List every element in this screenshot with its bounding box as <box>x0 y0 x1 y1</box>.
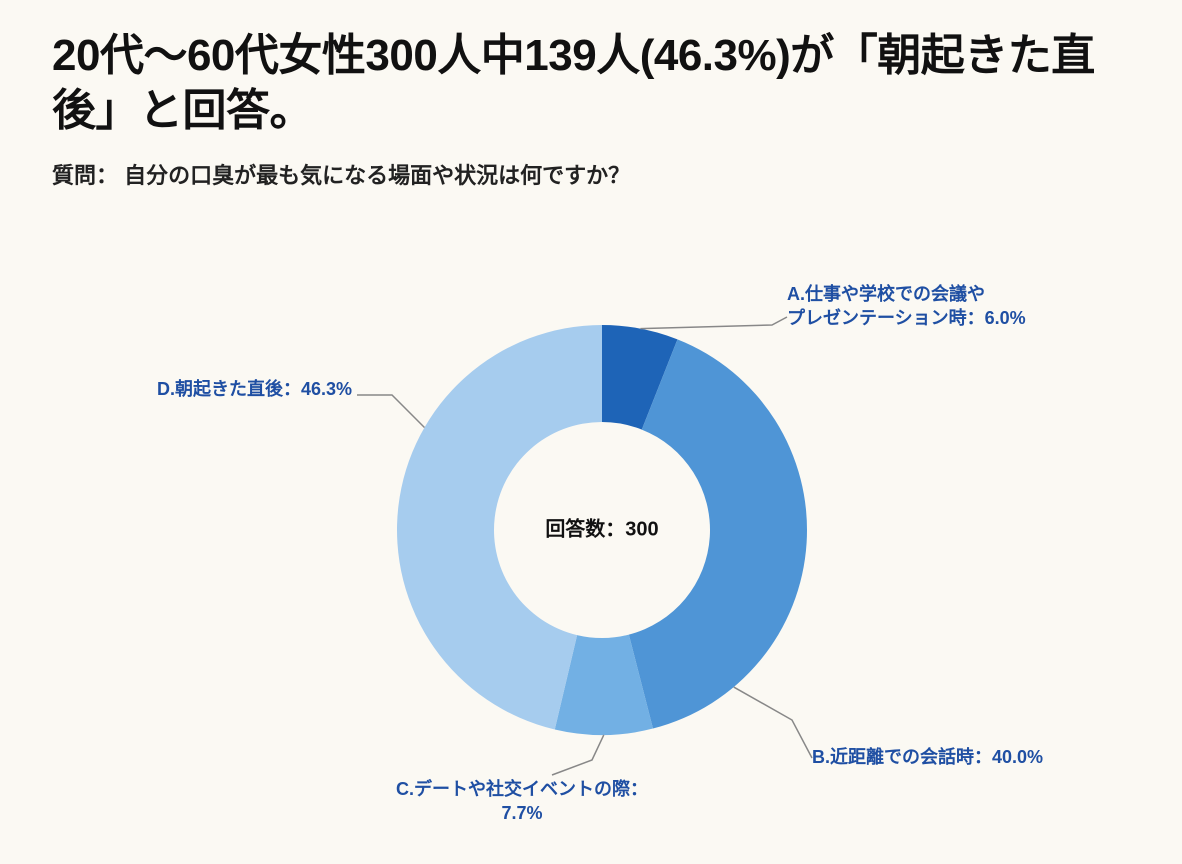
leader-line-C <box>552 735 604 775</box>
page: 20代〜60代女性300人中139人(46.3%)が「朝起きた直後」と回答。 質… <box>0 0 1182 864</box>
slice-label-C: C.デートや社交イベントの際：7.7% <box>396 778 648 823</box>
donut-chart: A.仕事や学校での会議やプレゼンテーション時：6.0% B.近距離での会話時：40… <box>52 200 1130 840</box>
donut-chart-container: A.仕事や学校での会議やプレゼンテーション時：6.0% B.近距離での会話時：40… <box>52 200 1130 840</box>
survey-question: 質問： 自分の口臭が最も気になる場面や状況は何ですか？ <box>52 158 1130 190</box>
slice-label-B: B.近距離での会話時：40.0% <box>812 746 1043 767</box>
slice-label-A: A.仕事や学校での会議やプレゼンテーション時：6.0% <box>787 283 1026 328</box>
leader-line-D <box>357 395 424 428</box>
page-title: 20代〜60代女性300人中139人(46.3%)が「朝起きた直後」と回答。 <box>52 28 1130 138</box>
donut-center-label: 回答数：300 <box>545 516 658 540</box>
slice-label-D: D.朝起きた直後：46.3% <box>157 378 352 399</box>
leader-line-B <box>734 687 812 758</box>
leader-line-A <box>640 317 787 329</box>
